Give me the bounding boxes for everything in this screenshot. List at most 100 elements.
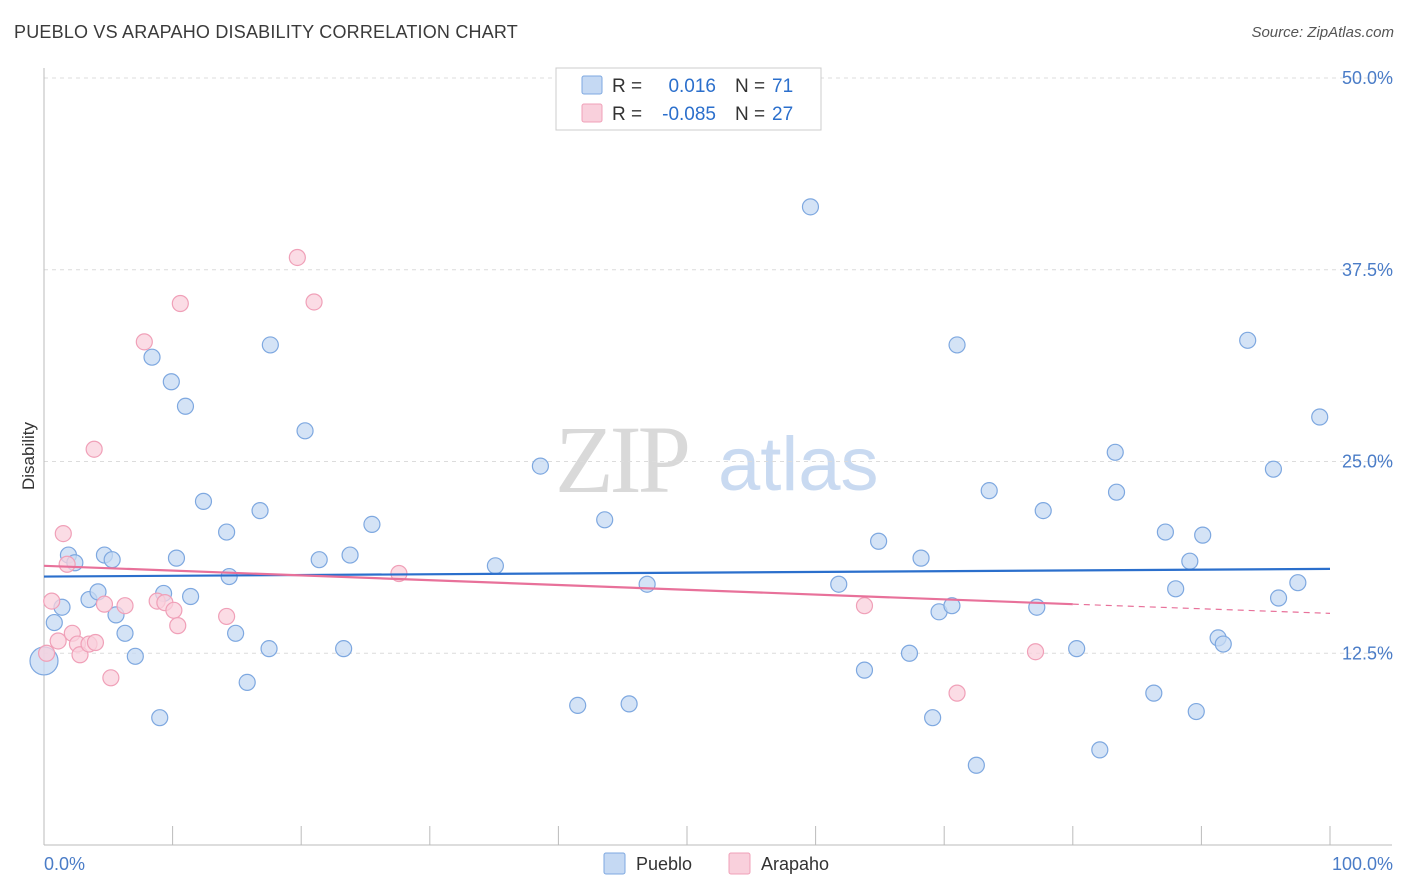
pueblo-point <box>335 640 353 658</box>
arapaho-point <box>135 333 153 351</box>
chart-title: PUEBLO VS ARAPAHO DISABILITY CORRELATION… <box>14 22 518 42</box>
axes <box>43 68 1392 846</box>
pueblo-point <box>801 198 820 216</box>
y-tick-label: 25.0% <box>1342 452 1393 472</box>
legend-arapaho-swatch <box>581 103 603 123</box>
arapaho-points <box>37 248 1045 702</box>
legend-pueblo-swatch <box>581 75 603 95</box>
legend-pueblo-n-label: N = <box>735 76 765 97</box>
arapaho-point <box>86 633 105 652</box>
pueblo-point <box>912 549 930 567</box>
pueblo-point <box>1068 640 1086 658</box>
pueblo-point <box>855 661 874 679</box>
arapaho-point <box>948 684 966 702</box>
arapaho-point <box>305 293 323 311</box>
arapaho-point <box>116 597 134 615</box>
pueblo-point <box>1145 684 1163 702</box>
pueblo-point <box>948 336 966 354</box>
y-tick-label: 12.5% <box>1342 643 1393 663</box>
pueblo-point <box>1034 501 1052 520</box>
legend-pueblo-r-label: R = <box>612 76 642 97</box>
legend-arapaho-n-label: N = <box>735 104 765 125</box>
pueblo-point <box>143 348 161 366</box>
arapaho-point <box>49 632 67 650</box>
arapaho-point <box>58 555 76 573</box>
pueblo-point <box>126 647 144 665</box>
pueblo-point <box>1311 408 1329 426</box>
arapaho-trend-line <box>43 564 1073 606</box>
y-tick-label: 37.5% <box>1342 260 1393 280</box>
arapaho-point <box>1026 643 1045 661</box>
pueblo-point <box>218 523 236 541</box>
pueblo-point <box>830 575 848 593</box>
legend-arapaho-r-value: -0.085 <box>662 104 716 125</box>
pueblo-point <box>251 501 269 520</box>
bottom-legend-arapaho-label: Arapaho <box>761 854 829 874</box>
legend-arapaho-r-label: R = <box>612 104 642 125</box>
top-legend: R = 0.016 N = 71 R = -0.085 N = 27 <box>555 67 822 131</box>
bottom-legend-arapaho-swatch <box>728 852 751 875</box>
legend-pueblo-r-value: 0.016 <box>668 76 716 97</box>
pueblo-point <box>1167 580 1185 598</box>
pueblo-point <box>638 575 656 593</box>
pueblo-point <box>596 511 614 529</box>
arapaho-point <box>95 595 114 613</box>
pueblo-point <box>116 624 134 642</box>
pueblo-point <box>103 551 121 569</box>
x-tick-label: 0.0% <box>44 854 85 874</box>
pueblo-point <box>943 597 961 615</box>
arapaho-point <box>169 617 187 635</box>
arapaho-point <box>171 294 189 313</box>
pueblo-point <box>980 482 998 500</box>
pueblo-point <box>870 532 888 550</box>
arapaho-point <box>102 669 120 687</box>
pueblo-point <box>167 549 186 567</box>
pueblo-point <box>569 696 587 715</box>
pueblo-trend-line <box>43 567 1331 578</box>
pueblo-point <box>1181 552 1199 570</box>
pueblo-point <box>1194 526 1212 544</box>
arapaho-point <box>54 524 72 543</box>
bottom-legend-pueblo-label: Pueblo <box>636 854 692 874</box>
arapaho-point <box>218 607 236 626</box>
pueblo-point <box>261 336 279 354</box>
pueblo-point <box>1269 589 1288 607</box>
chart-source: Source: ZipAtlas.com <box>1251 24 1394 41</box>
pueblo-point <box>341 546 359 564</box>
pueblo-point <box>1106 443 1124 461</box>
arapaho-point <box>165 601 183 619</box>
pueblo-point <box>227 624 245 642</box>
pueblo-point <box>900 644 919 662</box>
arapaho-point <box>85 440 103 458</box>
pueblo-point <box>182 587 200 606</box>
arapaho-point <box>288 248 306 267</box>
pueblo-point <box>45 613 63 632</box>
arapaho-point <box>43 592 61 610</box>
pueblo-point <box>1156 523 1174 541</box>
legend-arapaho-n-value: 27 <box>772 104 793 125</box>
pueblo-point <box>531 457 549 475</box>
trend-lines <box>43 564 1331 614</box>
watermark-atlas: atlas <box>718 422 879 507</box>
pueblo-point <box>151 709 169 727</box>
pueblo-point <box>924 709 942 727</box>
pueblo-point <box>1214 635 1232 653</box>
x-tick-label: 100.0% <box>1332 854 1393 874</box>
bottom-legend-pueblo-swatch <box>603 852 626 875</box>
pueblo-point <box>176 397 195 415</box>
pueblo-point <box>1239 331 1257 349</box>
legend-pueblo-n-value: 71 <box>772 76 793 97</box>
tick-labels: 12.5% 25.0% 37.5% 50.0% 0.0% 100.0% <box>44 68 1393 874</box>
pueblo-point <box>967 756 985 774</box>
pueblo-point <box>162 373 180 391</box>
pueblo-point <box>296 422 314 440</box>
pueblo-point <box>238 673 256 691</box>
pueblo-point <box>363 515 381 533</box>
pueblo-point <box>620 695 638 713</box>
arapaho-point <box>855 597 874 615</box>
pueblo-point <box>1187 702 1205 721</box>
pueblo-point <box>310 551 328 569</box>
pueblo-point <box>1264 460 1283 478</box>
pueblo-point <box>194 492 213 510</box>
